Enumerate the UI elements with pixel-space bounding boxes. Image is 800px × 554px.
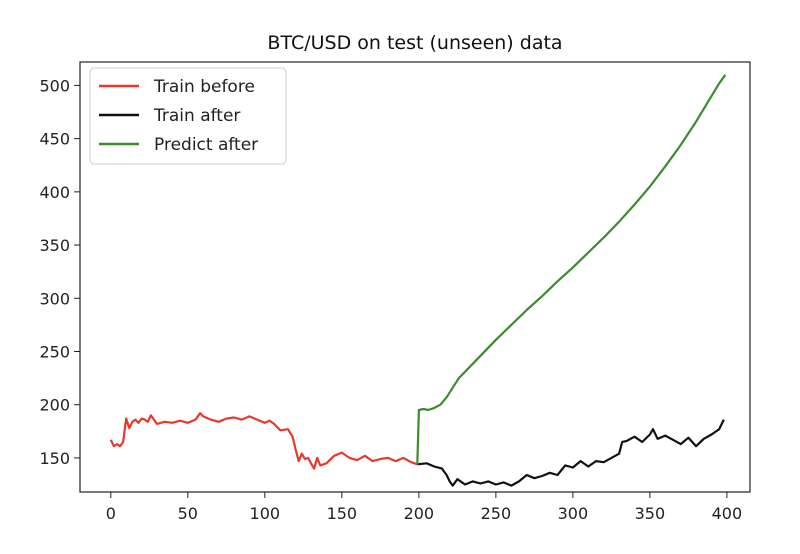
series-layer (109, 74, 727, 487)
x-tick-label: 300 (558, 504, 589, 523)
y-tick-label: 450 (39, 130, 70, 149)
legend-box (89, 67, 287, 165)
x-tick-label: 350 (635, 504, 666, 523)
y-tick-label: 500 (39, 76, 70, 95)
x-tick-label: 0 (106, 504, 116, 523)
series-line-train-after (417, 419, 725, 487)
x-tick-label: 100 (250, 504, 281, 523)
x-tick-label: 400 (712, 504, 743, 523)
legend-label-predict-after: Predict after (154, 135, 258, 155)
x-tick-label: 200 (404, 504, 435, 523)
chart-title: BTC/USD on test (unseen) data (267, 32, 562, 54)
y-tick-label: 200 (39, 396, 70, 415)
y-tick-label: 300 (39, 289, 70, 308)
y-tick-label: 250 (39, 343, 70, 362)
legend-label-train-before: Train before (153, 77, 255, 97)
y-tick-label: 350 (39, 236, 70, 255)
plot-frame (79, 61, 751, 493)
y-tick-label: 150 (39, 449, 70, 468)
y-tick-label: 400 (39, 183, 70, 202)
series-line-train-before (109, 412, 418, 470)
legend: Train before Train after Predict after (89, 67, 287, 165)
legend-label-train-after: Train after (153, 106, 240, 126)
x-tick-label: 250 (481, 504, 512, 523)
x-tick-label: 50 (178, 504, 198, 523)
x-tick-label: 150 (327, 504, 358, 523)
series-line-predict-after (416, 74, 727, 465)
axis-ticks: 0 50 100 150 200 250 300 350 400 150 200 250 300 350 4… (39, 76, 742, 523)
